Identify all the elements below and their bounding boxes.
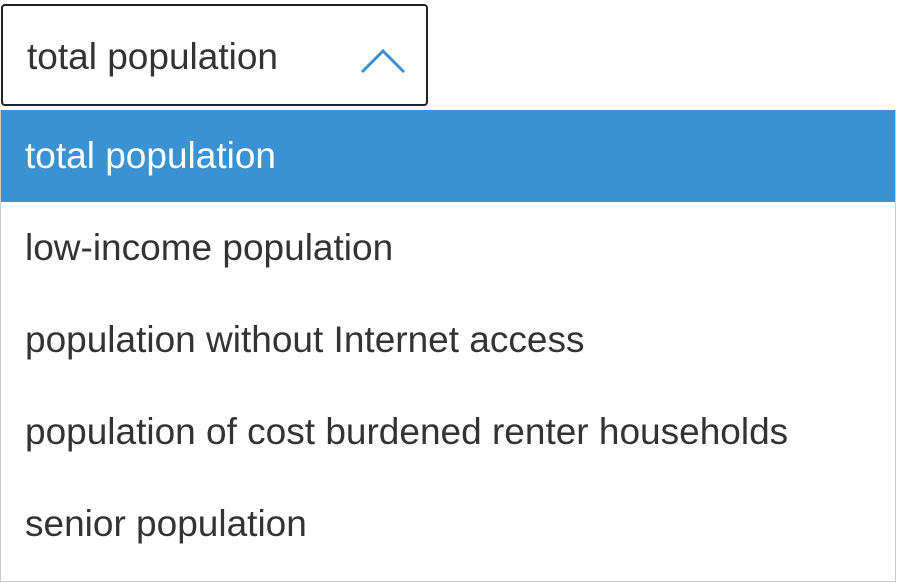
chevron-up	[360, 48, 406, 74]
option[interactable]: low-income population	[25, 227, 394, 268]
option[interactable]: senior population	[25, 503, 307, 544]
option[interactable]: population without Internet access	[25, 319, 585, 360]
option[interactable]: total population	[1, 110, 895, 202]
options-list: total population low-income population pop…	[0, 110, 896, 582]
select-box[interactable]: total population	[1, 4, 428, 106]
option[interactable]: population of cost burdened renter house…	[25, 411, 789, 452]
select-value: total population	[27, 36, 278, 77]
